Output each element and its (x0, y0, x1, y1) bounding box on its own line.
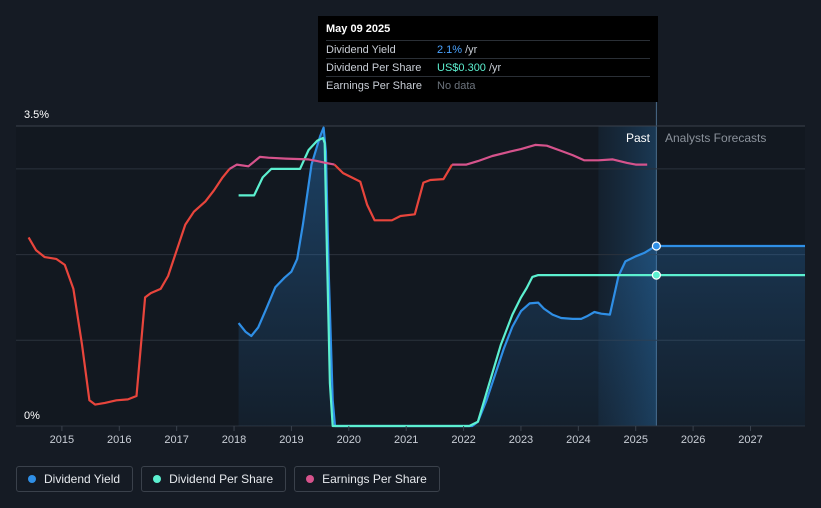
tooltip-row-value: US$0.300 (437, 61, 486, 74)
tooltip-row-label: Dividend Yield (326, 43, 396, 56)
earnings-per-share-line (452, 143, 648, 166)
x-tick-label: 2015 (50, 434, 74, 446)
y-axis-bottom-label: 0% (24, 410, 40, 422)
legend: Dividend Yield Dividend Per Share Earnin… (16, 466, 440, 492)
x-tick-label: 2021 (394, 434, 418, 446)
legend-label: Dividend Yield (44, 472, 121, 486)
tooltip-row-earnings-per-share: Earnings Per Share No data (326, 76, 650, 94)
tooltip-row-unit: /yr (465, 43, 478, 56)
x-axis-ticks: 2015 2016 2017 2018 2019 2020 2021 2022 2023 2024… (50, 426, 763, 446)
legend-dot-icon (153, 475, 162, 483)
x-tick-label: 2017 (164, 434, 188, 446)
legend-item-dividend-yield[interactable]: Dividend Yield (16, 466, 134, 492)
tooltip-row-value: No data (437, 79, 476, 92)
legend-label: Earnings Per Share (322, 472, 427, 486)
tooltip-row-label: Earnings Per Share (326, 79, 422, 92)
tooltip-row-dividend-per-share: Dividend Per Share US$0.300 /yr (326, 58, 650, 76)
x-tick-label: 2026 (681, 434, 705, 446)
tooltip-row-unit: /yr (488, 61, 502, 74)
tooltip-date: May 09 2025 (326, 23, 391, 35)
x-tick-label: 2023 (509, 434, 533, 446)
legend-item-earnings-per-share[interactable]: Earnings Per Share (294, 466, 440, 492)
earnings-per-share-line (27, 168, 231, 406)
x-tick-label: 2027 (738, 434, 762, 446)
earnings-per-share-line (333, 163, 454, 222)
x-tick-label: 2020 (337, 434, 361, 446)
past-label: Past (626, 131, 651, 145)
dividend-per-share-marker (651, 270, 661, 280)
tooltip-row-dividend-yield: Dividend Yield 2.1% /yr (326, 40, 650, 58)
x-tick-label: 2016 (107, 434, 131, 446)
x-tick-label: 2019 (279, 434, 303, 446)
x-tick-label: 2022 (451, 434, 475, 446)
earnings-per-share-line (228, 155, 335, 170)
tooltip: May 09 2025 Dividend Yield 2.1% /yr Divi… (318, 16, 658, 102)
legend-dot-icon (28, 475, 36, 483)
dividend-yield-area (238, 127, 806, 426)
dividend-yield-line (237, 126, 805, 428)
legend-label: Dividend Per Share (169, 472, 274, 486)
x-tick-label: 2025 (623, 434, 647, 446)
tooltip-row-value: 2.1% (437, 43, 463, 56)
legend-item-dividend-per-share[interactable]: Dividend Per Share (141, 466, 287, 492)
legend-dot-icon (306, 475, 315, 483)
dividend-per-share-line (238, 136, 805, 428)
series-lines (27, 126, 805, 428)
x-tick-label: 2024 (566, 434, 590, 446)
tooltip-row-label: Dividend Per Share (326, 61, 422, 74)
forecast-label: Analysts Forecasts (665, 131, 767, 145)
end-markers (651, 241, 661, 280)
dividend-yield-marker (651, 241, 661, 251)
x-tick-label: 2018 (222, 434, 246, 446)
y-axis-top-label: 3.5% (24, 109, 49, 121)
